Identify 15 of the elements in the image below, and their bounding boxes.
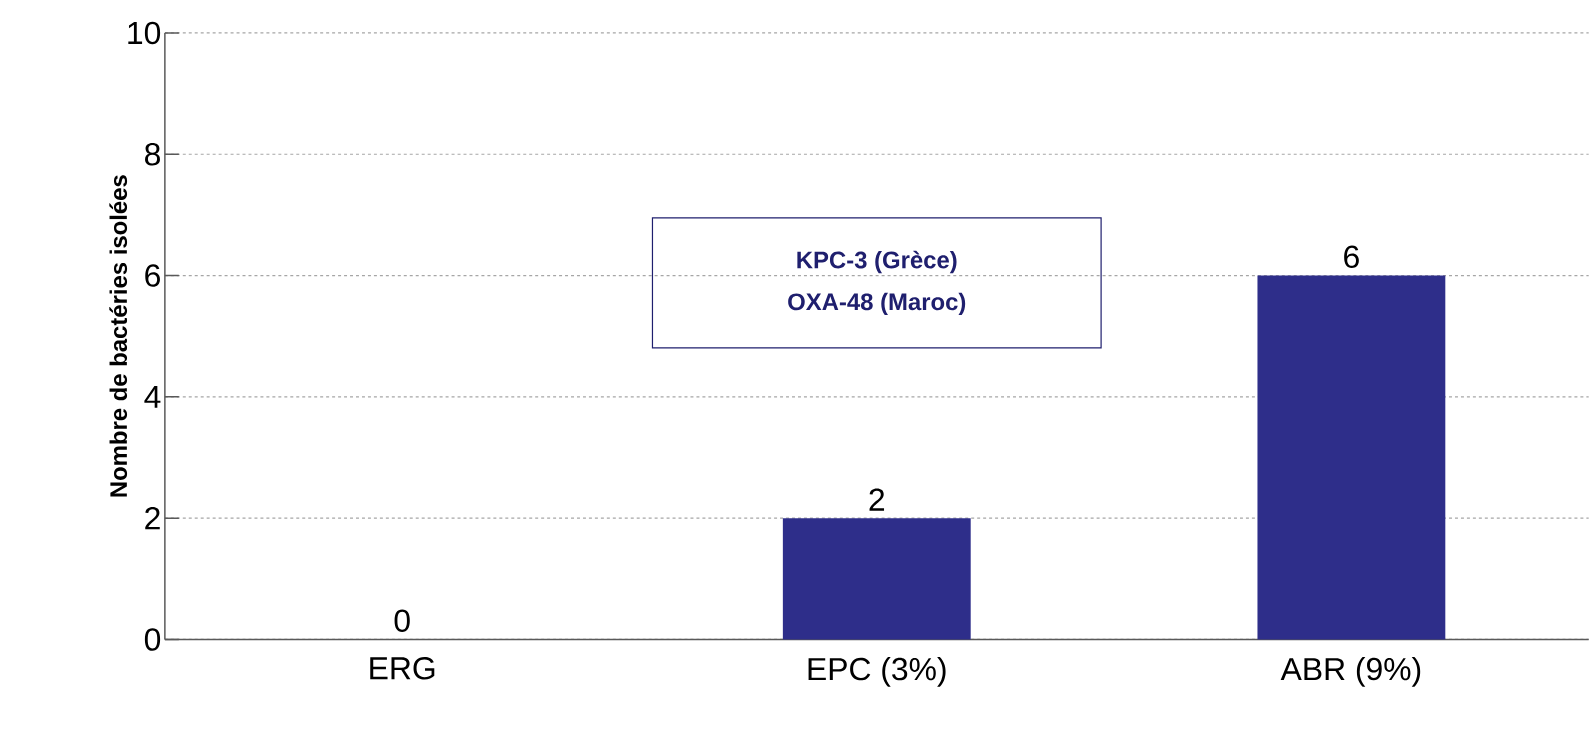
data-label: 2	[869, 488, 885, 511]
y-tick-label: 6	[145, 264, 160, 287]
annotation: OXA-48 (Maroc)	[788, 292, 966, 315]
y-tick-label: 2	[145, 506, 160, 530]
y-tick-label: 8	[145, 142, 160, 166]
annotation: KPC-3 (Grèce)	[797, 250, 957, 273]
x-tick-label: ERG	[370, 656, 435, 680]
y-tick-label: 10	[128, 21, 161, 45]
y-tick-label: 4	[144, 385, 161, 408]
x-tick-label: EPC (3%)	[808, 656, 946, 687]
data-label: 0	[394, 609, 410, 632]
y-axis-title: Nombre de bactéries isolées	[109, 175, 128, 497]
x-tick-label: ABR (9%)	[1280, 656, 1421, 687]
data-label: 6	[1344, 245, 1359, 268]
y-tick-label: 0	[144, 628, 161, 651]
